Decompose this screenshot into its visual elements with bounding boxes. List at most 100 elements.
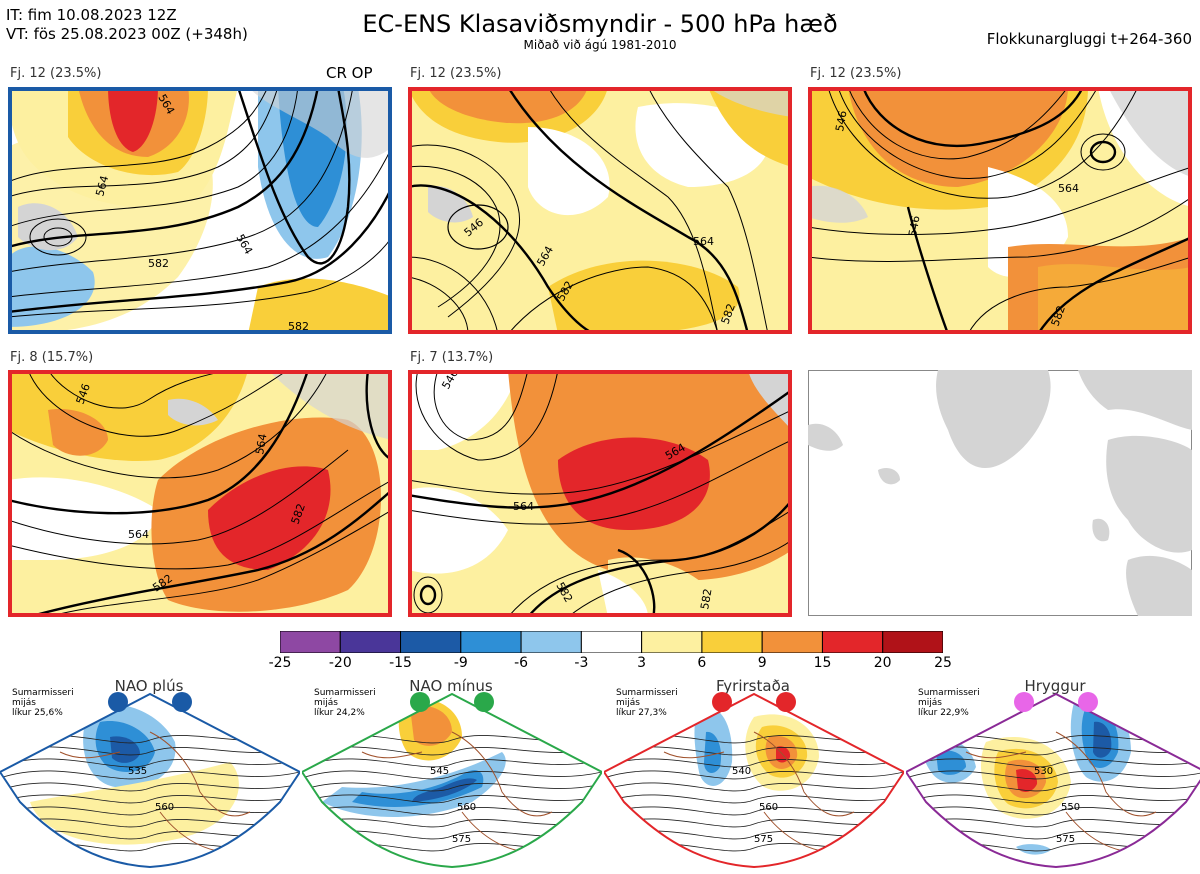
panel-4-contour-label: 564 (128, 528, 149, 541)
colorbar-segment (580, 630, 643, 654)
regime-season: Sumarmisseri (616, 688, 678, 698)
regime-season: Sumarmisseri (918, 688, 980, 698)
regime-prob: líkur 27,3% (616, 708, 667, 718)
regime-contour (0, 782, 300, 792)
regime-map[interactable]: 540 560 575 (602, 692, 906, 870)
panel-1-contour-label: 582 (288, 320, 309, 333)
regime-map[interactable]: 545 560 575 (300, 692, 604, 870)
regime-anomaly-fill (704, 731, 722, 774)
panel-4-label: Fj. 8 (15.7%) (10, 350, 94, 365)
regime-marker-dot (1078, 692, 1098, 712)
regime-contour (302, 806, 602, 816)
regime-contour (302, 758, 602, 768)
panel-3-border (808, 87, 1192, 334)
regime-contour-label: 530 (1034, 766, 1053, 777)
regime-title: Hryggur (1024, 677, 1086, 695)
cluster-map-5[interactable]: 546 564 564 582 582 (408, 370, 792, 617)
cluster-map-4[interactable]: 546 564 564 582 582 (8, 370, 392, 617)
colorbar-tick-label: 25 (934, 655, 952, 671)
panel-5-contour-label: 564 (513, 500, 534, 513)
colorbar-tick-label: 15 (813, 655, 832, 671)
regime-season: Sumarmisseri (12, 688, 74, 698)
panel-1-contour-label: 564 (93, 174, 111, 198)
regime-prob: líkur 24,2% (314, 708, 365, 718)
colorbar-segment (400, 630, 462, 654)
regime-info: Sumarmisseri mijás líkur 22,9% (918, 688, 980, 718)
regime-contour-label: 550 (1061, 802, 1080, 813)
regime-contour (0, 746, 300, 756)
regime-contour (0, 818, 300, 828)
regime-anomaly-fill (1016, 844, 1051, 855)
regime-map-svg: 530 550 575 (904, 692, 1200, 869)
regime-anomaly-fill (1016, 768, 1038, 792)
panel-1-label: Fj. 12 (23.5%) (10, 66, 102, 81)
initial-time: IT: fim 10.08.2023 12Z (6, 6, 177, 24)
regime-map-svg: 540 560 575 (602, 692, 906, 869)
panel-5-contour-label: 582 (698, 588, 714, 611)
panel-2-border (408, 87, 792, 334)
page-title: EC-ENS Klasaviðsmyndir - 500 hPa hæð (362, 10, 838, 38)
regime-season: Sumarmisseri (314, 688, 376, 698)
panel-3-contour-label: 546 (906, 215, 922, 238)
regime-marker-dot (712, 692, 732, 712)
regime-contour (604, 818, 904, 828)
regime-contour (302, 818, 602, 828)
regime-info: Sumarmisseri mijás líkur 25,6% (12, 688, 74, 718)
regime-contour (302, 746, 602, 756)
regime-anomaly-fill (936, 750, 966, 775)
regime-info: Sumarmisseri mijás líkur 27,3% (616, 688, 678, 718)
regime-contour-label: 540 (732, 766, 751, 777)
regime-marker-dot (108, 692, 128, 712)
panel-1-contour-label: 582 (148, 257, 169, 270)
cluster-map-1[interactable]: 564 564 582 564 582 (8, 87, 392, 334)
regime-border (300, 692, 604, 869)
regime-contour (302, 770, 602, 780)
regime-contour (906, 782, 1200, 792)
colorbar-segment (460, 630, 522, 654)
colorbar-segment (821, 630, 884, 654)
colorbar-tick-label: -15 (389, 655, 412, 671)
cluster-map-4-svg: 546 564 564 582 582 (8, 370, 392, 617)
regime-label: mijás (314, 698, 338, 708)
regime-prob: líkur 25,6% (12, 708, 63, 718)
colorbar-segment (641, 630, 703, 654)
colorbar-tick-label: 20 (873, 655, 892, 671)
regime-map-svg: 535 560 (0, 692, 302, 869)
regime-contour (906, 746, 1200, 756)
regime-marker-dot (1014, 692, 1034, 712)
regime-contour-label: 535 (128, 766, 147, 777)
regime-marker-dot (410, 692, 430, 712)
cluster-map-2-svg: 546 564 582 564 582 (408, 87, 792, 334)
regime-contour (906, 770, 1200, 780)
panel-1-tag: CR OP (326, 64, 373, 82)
regime-marker-dot (776, 692, 796, 712)
colorbar-segment (882, 630, 944, 654)
colorbar-tick-label: -25 (268, 655, 292, 671)
regime-label: mijás (918, 698, 942, 708)
panel-4-border (8, 370, 392, 617)
regime-contour (604, 806, 904, 816)
regime-contour (302, 794, 602, 804)
regime-marker-dot (172, 692, 192, 712)
colorbar-segment (339, 630, 402, 654)
regime-contour (302, 782, 602, 792)
regime-contour (906, 818, 1200, 828)
regime-contour-label: 575 (1056, 834, 1075, 845)
valid-time: VT: fös 25.08.2023 00Z (+348h) (6, 25, 248, 43)
regime-prob: líkur 22,9% (918, 708, 969, 718)
cluster-map-2[interactable]: 546 564 582 564 582 (408, 87, 792, 334)
panel-5-label: Fj. 7 (13.7%) (410, 350, 494, 365)
regime-contour (906, 758, 1200, 768)
regime-map[interactable]: 535 560 (0, 692, 302, 870)
regime-contour (604, 794, 904, 804)
regime-contour (906, 806, 1200, 816)
panel-1-border (8, 87, 392, 334)
regime-marker-dot (474, 692, 494, 712)
panel-2-contour-label: 564 (693, 235, 714, 248)
regime-map[interactable]: 530 550 575 (904, 692, 1200, 870)
regime-contour (604, 758, 904, 768)
colorbar-tick-label: -6 (514, 655, 529, 671)
colorbar-tick-label: 9 (757, 655, 767, 671)
cluster-map-3-svg: 546 564 546 582 (808, 87, 1192, 334)
cluster-map-3[interactable]: 546 564 546 582 (808, 87, 1192, 334)
